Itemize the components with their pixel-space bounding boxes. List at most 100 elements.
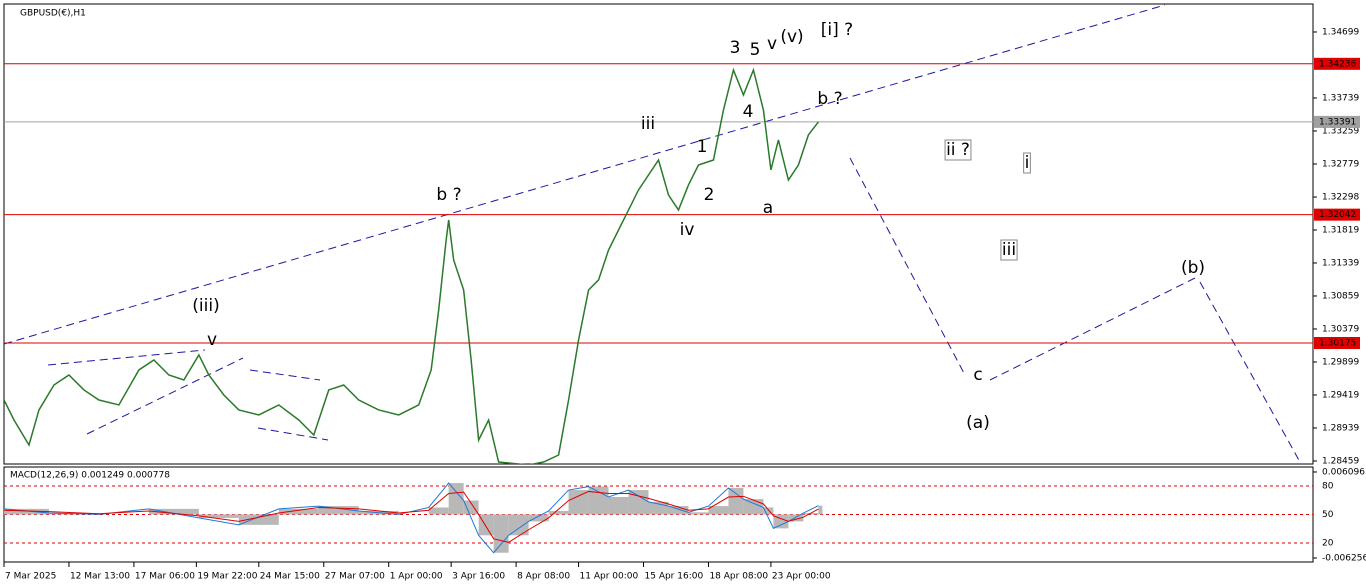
y-tick-label: 0.006096 [1322, 467, 1365, 477]
wave-label: iii [641, 114, 655, 134]
level-label-box [1314, 57, 1360, 70]
macd-bar [4, 508, 49, 515]
y-tick-label: 1.28939 [1322, 423, 1359, 433]
main-pane [3, 3, 1314, 465]
y-tick-label: 1.29899 [1322, 357, 1359, 367]
macd-bar [763, 507, 774, 515]
wave-label: v [207, 330, 217, 350]
wave-label: 4 [743, 102, 754, 122]
y-tick-label: 1.30379 [1322, 324, 1359, 334]
x-tick-label: 15 Apr 16:00 [645, 572, 704, 582]
level-label: 80 [1322, 482, 1334, 492]
macd-bar [608, 497, 629, 515]
x-tick-label: 18 Apr 08:00 [709, 572, 768, 582]
macd-title: MACD(12,26,9) 0.001249 0.000778 [10, 471, 170, 481]
wave-label: 3 [730, 38, 741, 58]
y-tick-label: 1.30859 [1322, 291, 1359, 301]
x-tick-label: 8 Apr 08:00 [517, 572, 570, 582]
wave-label: (b) [1181, 258, 1205, 278]
level-label-box [1314, 115, 1360, 128]
wave-label: (iii) [192, 296, 219, 316]
level-label: 20 [1322, 539, 1334, 549]
level-label-box [1314, 337, 1360, 350]
wave-label: (v) [780, 27, 803, 47]
y-tick-label: 1.29419 [1322, 390, 1359, 400]
level-label: 1.30175 [1319, 339, 1356, 349]
macd-bar [548, 510, 569, 515]
wave-label: 2 [704, 185, 715, 205]
wave-label: 1 [697, 137, 708, 157]
wave-label: [i] ? [821, 20, 853, 40]
wave-label: b ? [436, 185, 461, 205]
y-tick-label: 1.32298 [1322, 193, 1359, 203]
x-tick-label: 3 Apr 16:00 [452, 572, 505, 582]
x-tick-label: 17 Mar 06:00 [135, 572, 195, 582]
macd-bar [708, 506, 729, 515]
wave-projection [3, 4, 1301, 463]
y-tick-label: 1.28459 [1322, 456, 1359, 466]
macd-bar [198, 514, 239, 518]
level-label: 1.32042 [1319, 210, 1356, 220]
macd-bar [628, 490, 649, 515]
macd-bar [508, 514, 529, 536]
x-tick-label: 12 Mar 13:00 [70, 572, 130, 582]
x-tick-label: 1 Apr 00:00 [390, 572, 443, 582]
wave-label: ii ? [946, 140, 970, 160]
wave-label: i [1025, 153, 1030, 173]
wave-label: 5 [750, 40, 761, 60]
y-tick-label: 1.31819 [1322, 225, 1359, 235]
wave-label-box [1000, 239, 1018, 261]
macd-bar [668, 506, 689, 515]
macd-bar [528, 514, 549, 522]
wave-label-box [1023, 152, 1031, 174]
projection-line [1199, 281, 1301, 463]
wave-label: iv [680, 220, 695, 240]
macd-bar [493, 514, 509, 553]
x-tick-label: 23 Apr 00:00 [772, 572, 831, 582]
x-tick-label: 27 Mar 07:00 [325, 572, 385, 582]
wave-label: c [973, 365, 982, 385]
macd-bar [773, 514, 789, 529]
macd-line [3, 482, 819, 554]
level-label: 1.34236 [1319, 59, 1356, 69]
wave-label: v [767, 34, 777, 54]
level-label-box [1314, 208, 1360, 221]
wave-label: b ? [817, 89, 842, 109]
macd-bar [463, 500, 479, 515]
channel-line [47, 349, 206, 366]
wave-label: (a) [966, 413, 990, 433]
channel-line [249, 369, 321, 381]
y-tick-label: 1.31339 [1322, 258, 1359, 268]
y-tick-label: 1.33259 [1322, 126, 1359, 136]
wave-label-box [944, 139, 972, 161]
y-tick-label: 1.33739 [1322, 93, 1359, 103]
projection-line [849, 157, 966, 376]
x-tick-label: 7 Mar 2025 [5, 572, 56, 582]
y-tick-label: 1.34699 [1322, 27, 1359, 37]
macd-bar [318, 506, 359, 515]
macd-bar [568, 490, 589, 515]
macd-bar [803, 513, 819, 515]
macd-bar [788, 514, 804, 522]
wave-label: iii [1002, 240, 1016, 260]
trend-line [3, 4, 1166, 345]
macd-bar [728, 487, 744, 515]
channel-line [257, 427, 329, 441]
macd-bar [688, 512, 709, 515]
signal-line [3, 490, 819, 543]
level-label: 1.33391 [1319, 117, 1356, 127]
macd-bar [238, 514, 279, 525]
x-tick-label: 11 Apr 00:00 [580, 572, 639, 582]
macd-bar [448, 483, 464, 515]
macd-bar [818, 505, 823, 515]
macd-bar [428, 507, 449, 515]
wave-label: a [763, 198, 773, 218]
y-tick-label: 1.32779 [1322, 159, 1359, 169]
price-line [4, 67, 819, 464]
macd-bar [148, 508, 199, 515]
channel-line [86, 357, 244, 435]
macd-bar [588, 486, 609, 515]
chart-title: GBPUSD(€),H1 [20, 9, 86, 19]
x-tick-label: 24 Mar 15:00 [260, 572, 320, 582]
